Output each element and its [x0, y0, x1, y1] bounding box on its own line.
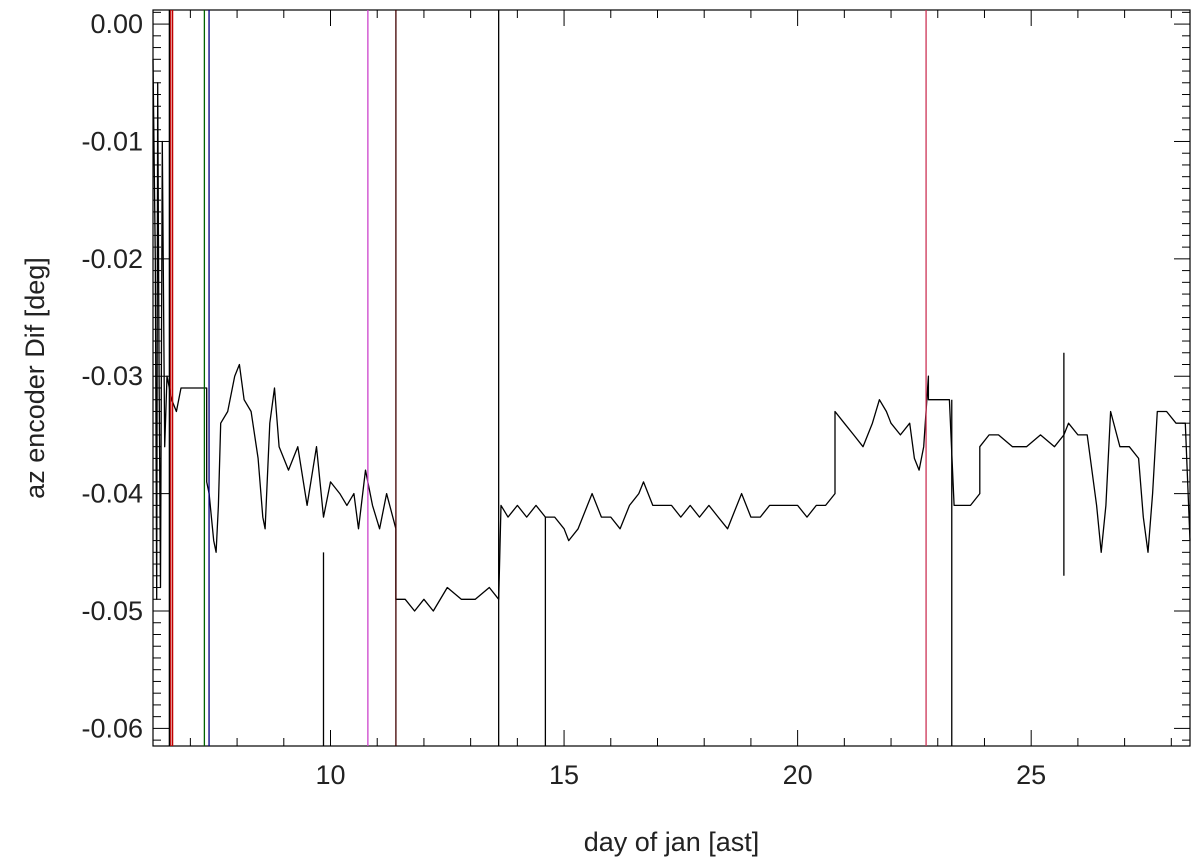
y-tick-label: -0.03 — [81, 361, 143, 391]
y-tick-label: -0.06 — [81, 713, 143, 743]
x-axis-title: day of jan [ast] — [584, 827, 760, 857]
plot-border — [152, 9, 1191, 747]
y-tick-label: -0.02 — [81, 244, 143, 274]
series-line-0 — [152, 59, 1191, 612]
y-tick-label: -0.05 — [81, 596, 143, 626]
x-tick-label: 15 — [549, 760, 579, 790]
tick-layer — [153, 10, 1190, 746]
y-tick-label: -0.04 — [81, 479, 143, 509]
y-tick-label: 0.00 — [90, 9, 143, 39]
x-tick-label: 25 — [1016, 760, 1046, 790]
y-tick-label: -0.01 — [81, 126, 143, 156]
series-layer — [152, 59, 1191, 612]
y-axis-title: az encoder Dif [deg] — [20, 257, 50, 499]
x-tick-label: 20 — [783, 760, 813, 790]
x-tick-label: 10 — [315, 760, 345, 790]
plot-frame — [152, 9, 1191, 747]
tick-label-layer: 10 15 20 25 0.00 -0.01 -0.02 -0.03 -0.04 -0.05 -0.… — [81, 9, 1046, 790]
spike-layer — [168, 10, 1065, 746]
